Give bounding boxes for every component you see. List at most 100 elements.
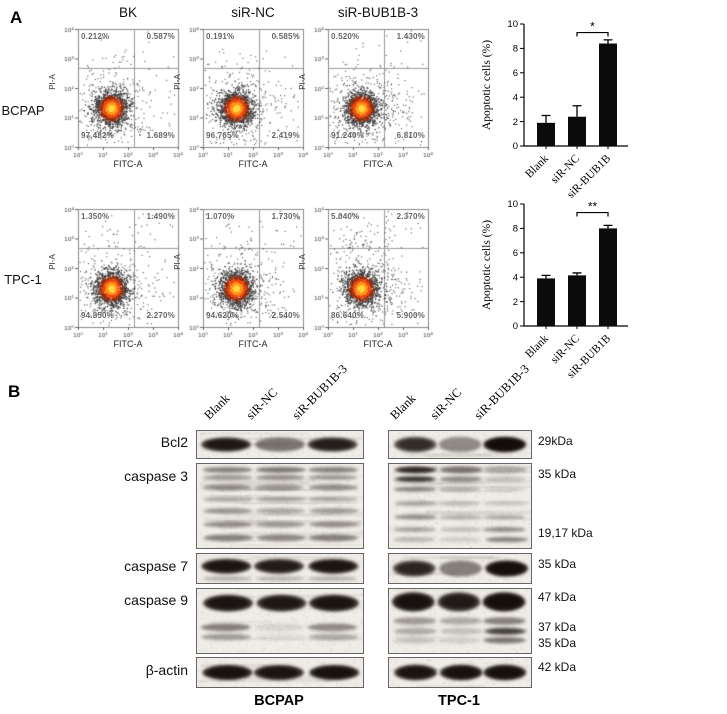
flow-scatter-canvas — [310, 25, 434, 161]
flow-plot-bcpap-sirbub1b3: PI-A 0.520% 1.430% 91.240% 6.810% FITC-A — [298, 25, 434, 177]
quadrant-pct-upper-left: 0.212% — [81, 32, 110, 41]
quadrant-pct-upper-right: 1.430% — [396, 32, 425, 41]
apoptosis-bar-chart-bcpap: 0 2 4 6 8 10 Blank siR-NC siR-BUB1B Apoptotic cel… — [478, 14, 727, 201]
quadrant-pct-lower-right: 2.270% — [146, 311, 175, 320]
blot-bcl2-tpc1 — [388, 430, 532, 459]
flow-plot-tpc1-sirnc: PI-A 1.070% 1.730% 94.620% 2.540% FITC-A — [173, 205, 309, 357]
quadrant-pct-lower-left: 94.850% — [81, 311, 114, 320]
quadrant-pct-upper-left: 0.520% — [331, 32, 360, 41]
kda-label-47: 47 kDa — [538, 590, 577, 604]
bar — [537, 122, 555, 146]
x-tick-label: Blank — [523, 152, 551, 180]
blot-caspase7-tpc1 — [388, 553, 532, 584]
quadrant-pct-lower-left: 94.620% — [206, 311, 239, 320]
quadrant-pct-lower-right: 2.419% — [271, 131, 300, 140]
blot-caspase9-bcpap — [196, 588, 364, 654]
y-tick-label: 0 — [513, 141, 518, 152]
protein-label-caspase9: caspase 9 — [124, 592, 188, 608]
flow-plot-tpc1-bk: PI-A 1.350% 1.490% 94.850% 2.270% FITC-A — [48, 205, 184, 357]
kda-label-42: 42 kDa — [538, 660, 577, 674]
significance-bracket — [576, 31, 609, 37]
significance-label: * — [590, 20, 595, 34]
flow-scatter-canvas — [185, 205, 309, 341]
y-tick-label: 4 — [513, 272, 518, 283]
flow-col-header-sirnc: siR-NC — [231, 5, 275, 20]
blot-caspase7-bcpap — [196, 553, 364, 584]
flow-scatter-canvas — [310, 205, 434, 341]
lane-label-sirnc: siR-NC — [243, 385, 281, 423]
lane-label-sirbub1b3: siR-BUB1B-3 — [289, 361, 350, 423]
chart-y-axis-label: Apoptotic cells (%) — [481, 220, 493, 310]
x-tick-label: Blank — [523, 332, 551, 360]
quadrant-pct-lower-left: 96.765% — [206, 131, 239, 140]
quadrant-pct-upper-left: 0.191% — [206, 32, 235, 41]
cell-line-label-bcpap: BCPAP — [1, 103, 45, 118]
protein-label-bactin: β-actin — [145, 662, 188, 678]
quadrant-pct-lower-right: 2.540% — [271, 311, 300, 320]
quadrant-pct-lower-left: 86.640% — [331, 311, 364, 320]
flow-x-axis-label: FITC-A — [363, 339, 393, 349]
flow-y-axis-label: PI-A — [48, 254, 57, 270]
quadrant-pct-lower-right: 5.900% — [396, 311, 425, 320]
y-tick-label: 8 — [513, 224, 518, 235]
protein-label-caspase7: caspase 7 — [124, 558, 188, 574]
y-tick-label: 8 — [513, 44, 518, 55]
kda-label-29: 29kDa — [538, 434, 573, 448]
bar — [599, 43, 617, 146]
significance-bracket — [576, 211, 609, 217]
error-bar — [572, 105, 582, 117]
quadrant-pct-lower-right: 6.810% — [396, 131, 425, 140]
error-bar — [572, 272, 582, 276]
blot-bactin-tpc1 — [388, 657, 532, 688]
flow-scatter-canvas — [60, 25, 184, 161]
flow-x-axis-label: FITC-A — [113, 159, 143, 169]
blot-bcl2-bcpap — [196, 430, 364, 459]
error-bar — [541, 114, 551, 123]
flow-scatter-canvas — [60, 205, 184, 341]
cell-line-label-tpc1: TPC-1 — [4, 272, 42, 287]
y-tick-label: 10 — [507, 19, 518, 30]
significance-label: ** — [588, 200, 598, 214]
lane-label-sirnc: siR-NC — [427, 385, 465, 423]
quadrant-pct-upper-right: 2.370% — [396, 212, 425, 221]
flow-plot-bcpap-bk: PI-A 0.212% 0.587% 97.482% 1.689% FITC-A — [48, 25, 184, 177]
y-tick-label: 6 — [513, 68, 518, 79]
quadrant-pct-upper-left: 5.040% — [331, 212, 360, 221]
panel-a-label: A — [10, 8, 23, 27]
quadrant-pct-lower-left: 91.240% — [331, 131, 364, 140]
error-bar — [603, 224, 613, 229]
flow-y-axis-label: PI-A — [173, 254, 182, 270]
blot-caspase9-tpc1 — [388, 588, 532, 654]
flow-plot-tpc1-sirbub1b3: PI-A 5.040% 2.370% 86.640% 5.900% FITC-A — [298, 205, 434, 357]
quadrant-pct-upper-right: 1.730% — [271, 212, 300, 221]
quadrant-pct-lower-right: 1.689% — [146, 131, 175, 140]
panel-b-label: B — [8, 382, 21, 401]
quadrant-pct-upper-right: 1.490% — [146, 212, 175, 221]
blot-caspase3-bcpap — [196, 463, 364, 549]
y-tick-label: 4 — [513, 92, 518, 103]
lane-label-blank: Blank — [201, 391, 233, 423]
protein-label-bcl2: Bcl2 — [160, 434, 188, 450]
flow-plot-bcpap-sirnc: PI-A 0.191% 0.585% 96.765% 2.419% FITC-A — [173, 25, 309, 177]
quadrant-pct-upper-left: 1.350% — [81, 212, 110, 221]
kda-label-1917: 19,17 kDa — [538, 526, 593, 540]
flow-x-axis-label: FITC-A — [238, 339, 268, 349]
quadrant-pct-lower-left: 97.482% — [81, 131, 114, 140]
y-tick-label: 2 — [513, 117, 518, 128]
y-tick-label: 2 — [513, 297, 518, 308]
bar — [537, 278, 555, 326]
flow-y-axis-label: PI-A — [173, 74, 182, 90]
error-bar — [603, 39, 613, 44]
flow-x-axis-label: FITC-A — [363, 159, 393, 169]
protein-label-caspase3: caspase 3 — [124, 468, 188, 484]
blot-bactin-bcpap — [196, 657, 364, 688]
apoptosis-bar-chart-tpc1: 0 2 4 6 8 10 Blank siR-NC siR-BUB1B Apoptotic cel… — [478, 194, 727, 381]
group-label-tpc1: TPC-1 — [438, 693, 480, 709]
quadrant-pct-upper-right: 0.587% — [146, 32, 175, 41]
kda-label-35b: 35 kDa — [538, 557, 577, 571]
flow-y-axis-label: PI-A — [298, 74, 307, 90]
flow-x-axis-label: FITC-A — [113, 339, 143, 349]
